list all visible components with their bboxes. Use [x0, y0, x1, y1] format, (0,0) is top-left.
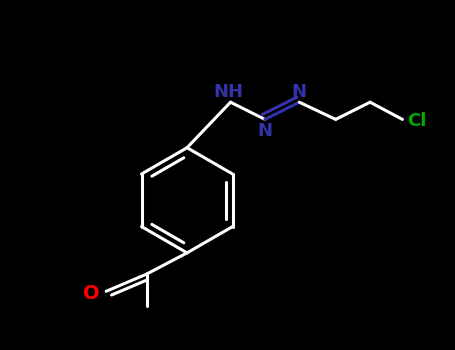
Text: NH: NH [213, 83, 243, 101]
Text: N: N [292, 83, 307, 101]
Text: N: N [258, 122, 273, 140]
Text: O: O [83, 284, 100, 303]
Text: Cl: Cl [408, 112, 427, 131]
